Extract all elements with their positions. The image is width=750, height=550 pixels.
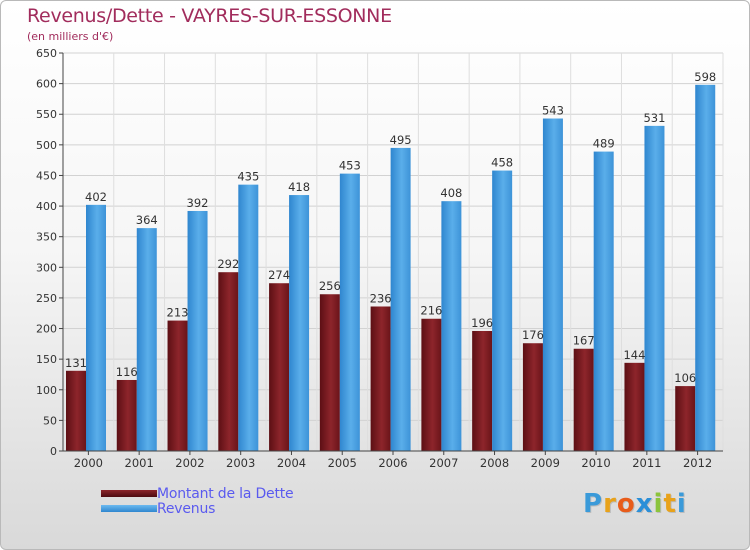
data-label-revenus-2011: 531 [643,111,665,125]
x-tick-label-2001: 2001 [125,456,154,470]
bar-revenus-2001 [136,228,157,451]
bar-debt-2008 [472,330,493,451]
bar-debt-2012 [675,386,696,451]
logo-letter: P [583,489,604,519]
x-tick-label-2005: 2005 [328,456,357,470]
y-tick-label: 300 [36,261,57,274]
data-label-revenus-2007: 408 [440,186,462,200]
bar-debt-2003 [218,272,239,451]
bar-revenus-2002 [187,210,208,451]
y-tick-label: 450 [36,169,57,182]
chart-title: Revenus/Dette - VAYRES-SUR-ESSONNE [27,5,392,27]
data-label-revenus-2010: 489 [593,137,615,151]
bar-debt-2005 [319,294,340,451]
bar-debt-2000 [66,370,86,451]
y-tick-label: 550 [36,108,57,121]
y-tick-label: 600 [36,78,57,91]
y-tick-label: 400 [36,200,57,213]
bar-debt-2002 [167,320,188,451]
bar-revenus-2004 [289,195,310,451]
data-label-revenus-2004: 418 [288,180,310,194]
data-label-debt-2009: 176 [522,328,544,342]
bar-revenus-2006 [390,147,411,451]
data-label-debt-2010: 167 [573,334,595,348]
proxiti-logo: Proxiti [583,489,687,519]
x-tick-label-2011: 2011 [632,456,661,470]
logo-letter: t [663,489,677,519]
data-label-revenus-2008: 458 [491,156,513,170]
bar-revenus-2010 [593,151,614,451]
data-label-debt-2004: 274 [268,268,290,282]
logo-letter: i [653,489,664,519]
x-tick-label-2004: 2004 [277,456,306,470]
y-tick-label: 250 [36,292,57,305]
data-label-revenus-2005: 453 [339,159,361,173]
y-tick-label: 150 [36,353,57,366]
data-label-revenus-2003: 435 [237,170,259,184]
logo-letter: r [603,489,617,519]
bar-debt-2004 [269,283,290,451]
bar-revenus-2000 [86,204,106,451]
chart-subtitle: (en milliers d'€) [27,30,114,43]
logo-letter: o [616,489,636,519]
data-label-debt-2008: 196 [471,316,493,330]
bar-debt-2006 [370,306,391,451]
x-tick-label-2007: 2007 [429,456,458,470]
y-tick-label: 0 [50,445,57,458]
bar-revenus-2005 [339,173,360,451]
data-label-debt-2002: 213 [167,306,189,320]
bar-revenus-2007 [441,201,462,451]
bar-debt-2009 [522,343,543,451]
legend-swatch-debt [101,490,157,497]
bar-revenus-2008 [492,170,513,451]
y-tick-label: 200 [36,323,57,336]
y-tick-label: 50 [43,414,57,427]
x-tick-label-2003: 2003 [226,456,255,470]
bar-debt-2011 [624,362,645,451]
x-tick-label-2000: 2000 [74,456,103,470]
x-tick-label-2012: 2012 [683,456,712,470]
data-label-debt-2005: 256 [319,279,341,293]
x-tick-label-2006: 2006 [378,456,407,470]
y-tick-label: 500 [36,139,57,152]
x-tick-label-2008: 2008 [480,456,509,470]
logo-letter: x [635,489,654,519]
legend-swatch-revenus [101,505,157,512]
bar-revenus-2009 [542,118,563,452]
data-label-debt-2003: 292 [217,257,239,271]
legend-label-revenus: Revenus [157,501,216,517]
data-label-revenus-2000: 402 [85,190,107,204]
logo-letter: i [676,489,687,519]
bar-debt-2010 [573,348,594,451]
x-tick-label-2009: 2009 [531,456,560,470]
data-label-revenus-2001: 364 [136,213,158,227]
y-tick-label: 350 [36,231,57,244]
data-label-debt-2011: 144 [623,348,645,362]
bar-debt-2001 [116,379,137,451]
data-label-debt-2012: 106 [674,371,696,385]
bar-revenus-2012 [695,84,716,451]
data-label-revenus-2006: 495 [390,133,412,147]
data-label-debt-2001: 116 [116,365,138,379]
data-label-debt-2000: 131 [65,356,87,370]
legend-label-debt: Montant de la Dette [157,486,294,502]
y-tick-label: 100 [36,384,57,397]
x-tick-label-2010: 2010 [581,456,610,470]
data-label-revenus-2009: 543 [542,104,564,118]
data-label-revenus-2012: 598 [694,70,716,84]
data-label-revenus-2002: 392 [187,196,209,210]
data-label-debt-2007: 216 [420,304,442,318]
y-tick-label: 650 [36,47,57,60]
bar-debt-2007 [421,318,442,451]
bar-revenus-2011 [644,125,665,451]
bar-revenus-2003 [238,184,259,451]
x-tick-label-2002: 2002 [175,456,204,470]
data-label-debt-2006: 236 [370,291,392,305]
